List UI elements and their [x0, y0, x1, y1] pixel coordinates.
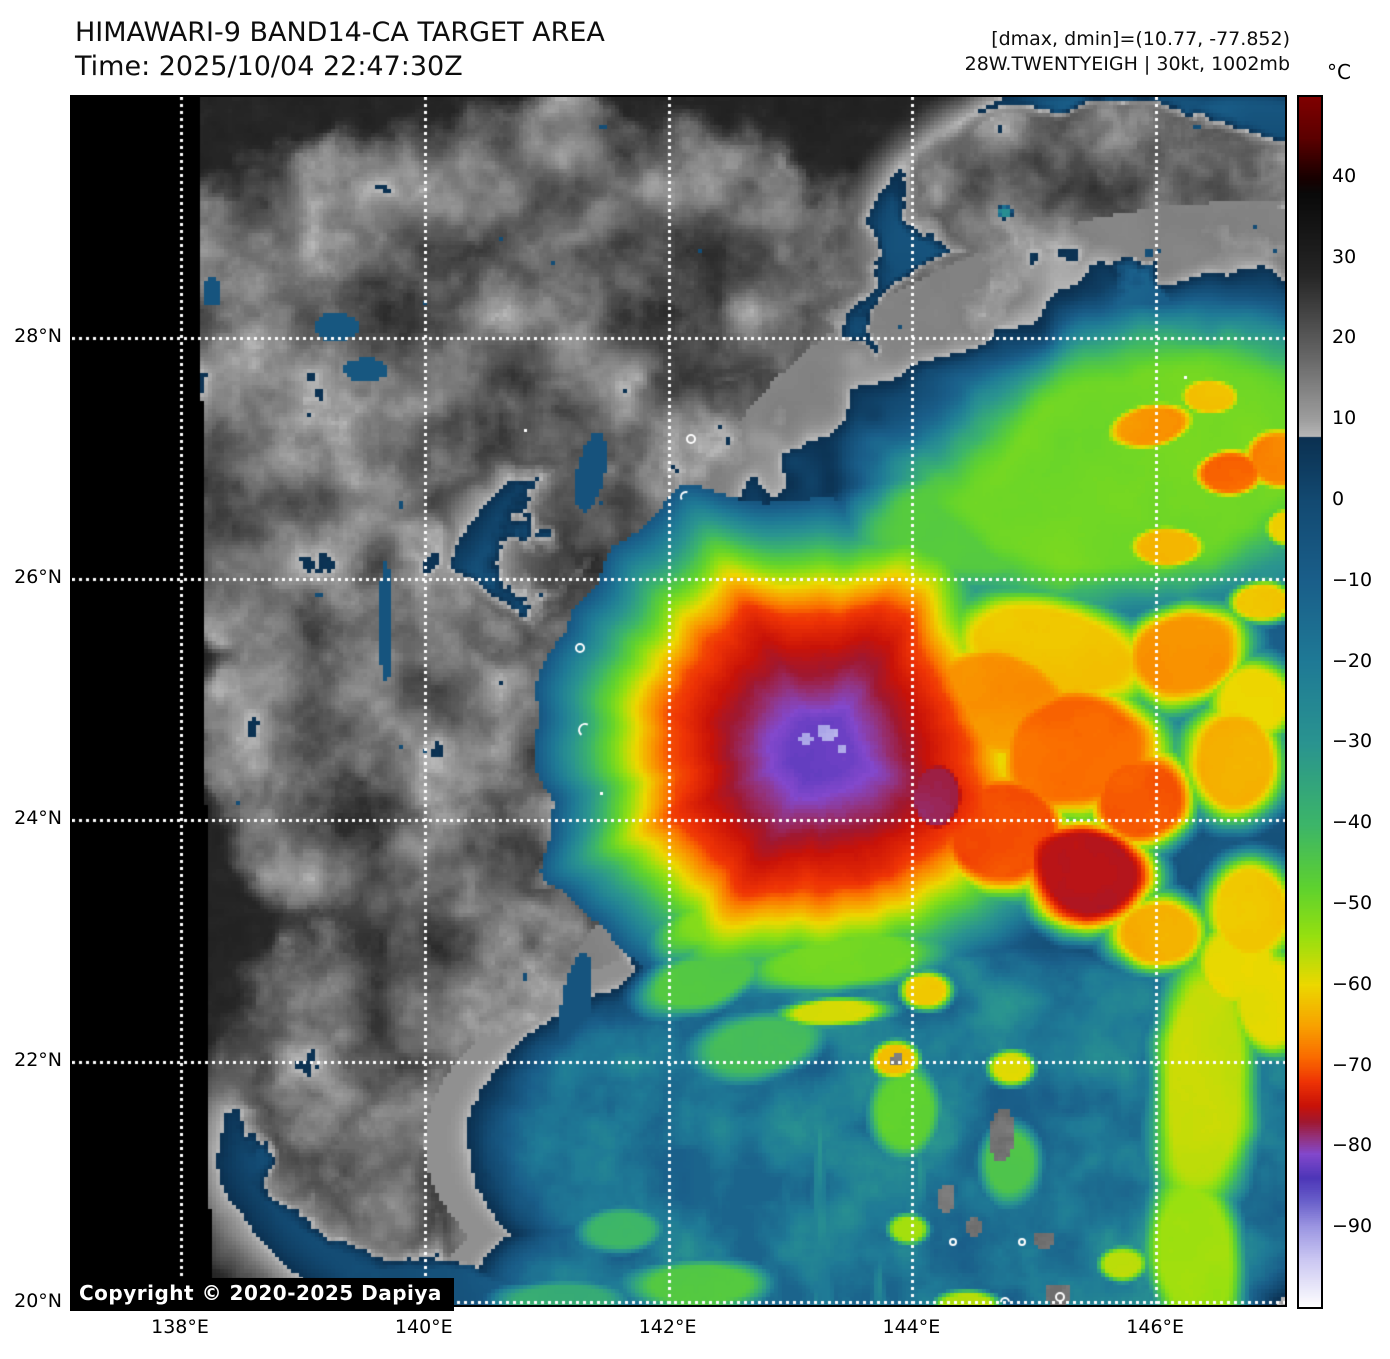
colorbar-gradient [1299, 97, 1321, 1307]
copyright-badge: Copyright © 2020-2025 Dapiya [70, 1278, 454, 1311]
colorbar-tick-label: 0 [1332, 488, 1345, 510]
lon-tick-label: 140°E [394, 1316, 453, 1338]
lat-tick-label: 22°N [14, 1048, 62, 1071]
storm-id-intensity: 28W.TWENTYEIGH | 30kt, 1002mb [964, 53, 1290, 75]
info-block: [dmax, dmin]=(10.77, -77.852) 28W.TWENTY… [965, 27, 1290, 77]
colorbar-tick-label: −10 [1332, 568, 1373, 591]
colorbar-tick-label: 40 [1332, 164, 1357, 187]
colorbar-tick-label: 30 [1332, 245, 1357, 268]
colorbar [1297, 95, 1323, 1309]
dmax-dmin-readout: [dmax, dmin]=(10.77, -77.852) [991, 28, 1290, 50]
colorbar-tick-label: −20 [1332, 649, 1373, 672]
lon-tick-label: 146°E [1126, 1316, 1185, 1338]
satellite-imagery-canvas [72, 97, 1285, 1305]
page-title: HIMAWARI-9 BAND14-CA TARGET AREA [75, 17, 605, 48]
lat-tick-label: 28°N [14, 325, 62, 347]
lat-tick-label: 24°N [14, 807, 62, 830]
lon-tick-label: 142°E [638, 1316, 697, 1338]
lat-tick-label: 20°N [14, 1289, 62, 1312]
colorbar-tick-label: −50 [1332, 892, 1373, 914]
lon-tick-label: 138°E [151, 1316, 209, 1338]
colorbar-unit-label: °C [1327, 60, 1351, 84]
map-plot-area [70, 95, 1287, 1307]
lon-tick-label: 144°E [882, 1316, 941, 1338]
title-block: HIMAWARI-9 BAND14-CA TARGET AREA Time: 2… [75, 16, 605, 84]
colorbar-tick-label: −30 [1332, 730, 1373, 753]
image-timestamp: Time: 2025/10/04 22:47:30Z [75, 51, 463, 82]
lat-tick-label: 26°N [14, 566, 62, 589]
colorbar-tick-label: −90 [1332, 1215, 1373, 1238]
colorbar-tick-label: −60 [1332, 972, 1373, 995]
colorbar-tick-label: 10 [1332, 407, 1357, 430]
colorbar-tick-label: −80 [1332, 1134, 1373, 1157]
colorbar-tick-label: −40 [1332, 811, 1373, 834]
colorbar-tick-label: −70 [1332, 1053, 1373, 1076]
colorbar-tick-label: 20 [1332, 326, 1357, 349]
